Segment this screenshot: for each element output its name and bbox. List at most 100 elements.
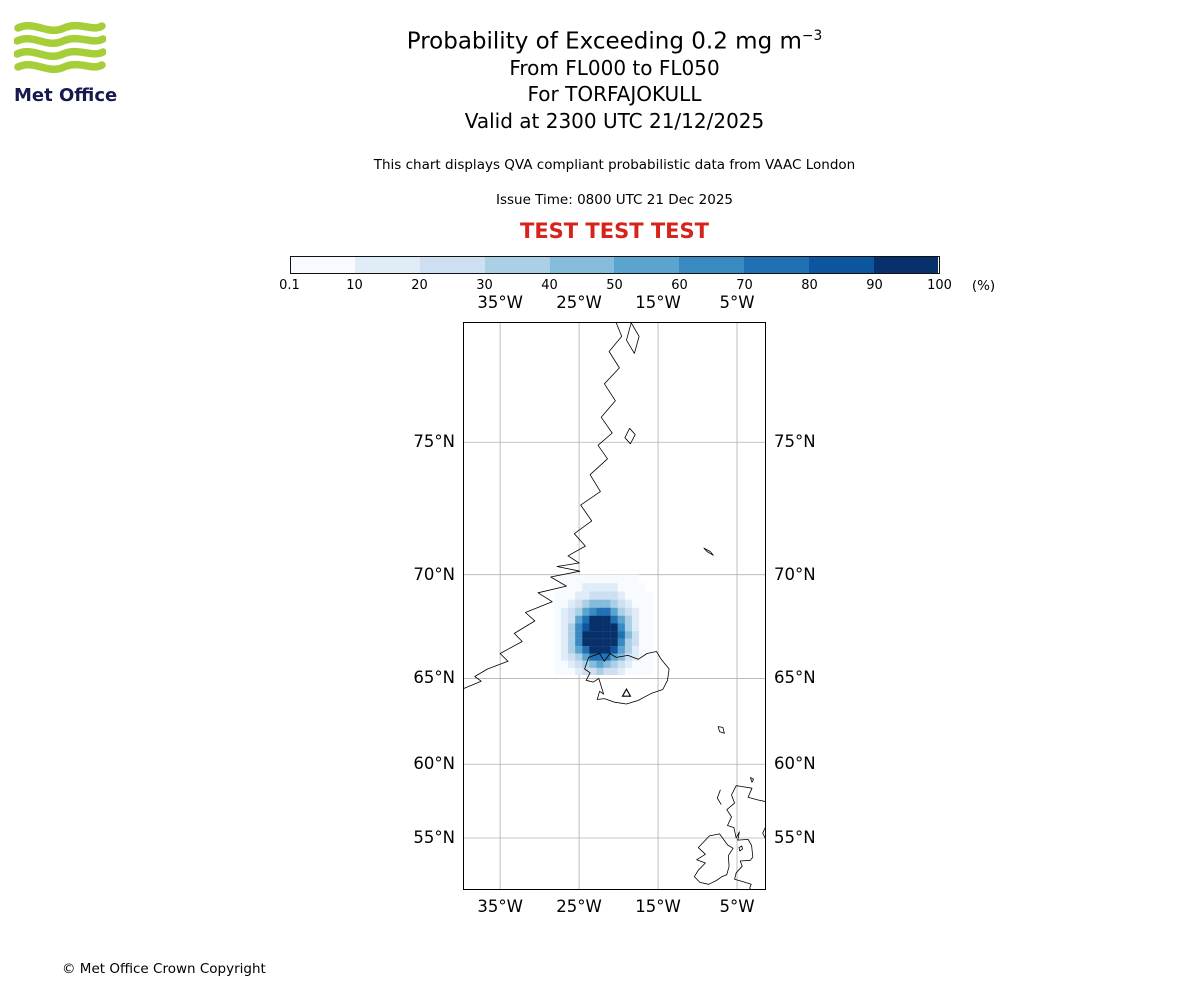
probability-cell	[617, 607, 626, 616]
probability-cell	[568, 660, 576, 668]
probability-cell	[639, 667, 647, 675]
lon-tick-top: 25°W	[556, 293, 602, 312]
coastline-iceland	[584, 651, 670, 705]
probability-cell	[639, 653, 647, 661]
lat-tick-right: 60°N	[774, 754, 816, 774]
colorbar-tick-label: 40	[541, 278, 558, 294]
probability-cell	[582, 599, 590, 608]
probability-cell	[596, 638, 604, 647]
probability-cell	[646, 660, 654, 668]
probability-cell	[560, 646, 569, 654]
probability-cell	[610, 653, 618, 661]
probability-cell	[646, 599, 654, 608]
probability-cell	[603, 660, 611, 668]
probability-cell	[603, 623, 611, 632]
probability-cell	[568, 653, 576, 661]
lon-tick-bottom: 25°W	[556, 897, 602, 916]
chart-description: This chart displays QVA compliant probab…	[373, 157, 856, 174]
probability-cell	[631, 660, 640, 668]
probability-cell	[596, 574, 604, 584]
probability-cell	[568, 599, 576, 608]
probability-cell	[560, 615, 569, 624]
coastline-outer-hebrides	[716, 789, 722, 805]
probability-cell	[610, 599, 618, 608]
probability-cell	[639, 638, 647, 647]
probability-cell	[603, 607, 611, 616]
lat-tick-right: 65°N	[774, 668, 816, 688]
copyright-notice: © Met Office Crown Copyright	[62, 961, 266, 977]
probability-cell	[639, 631, 647, 639]
probability-cell	[631, 607, 640, 616]
probability-cell	[610, 615, 618, 624]
graticule	[463, 322, 766, 890]
probability-cell	[582, 667, 590, 675]
probability-cell	[624, 623, 633, 632]
probability-cell	[575, 623, 583, 632]
probability-cell	[575, 653, 583, 661]
probability-cell	[603, 583, 611, 592]
probability-cell	[568, 583, 576, 592]
probability-cell	[603, 591, 611, 600]
probability-cell	[617, 631, 626, 639]
probability-cell	[639, 599, 647, 608]
test-banner: TEST TEST TEST	[520, 219, 709, 244]
lon-tick-bottom: 15°W	[635, 897, 681, 916]
probability-cell	[596, 660, 604, 668]
coastline-faroe-islands	[717, 726, 725, 734]
probability-cell	[575, 667, 583, 675]
lat-tick-left: 70°N	[413, 564, 455, 584]
probability-cell	[568, 667, 576, 675]
probability-cell	[582, 638, 590, 647]
lat-tick-right: 70°N	[774, 564, 816, 584]
colorbar-tick-row: (%) 0.1 10 20 30 40 50 60 70 80 90 100	[279, 278, 995, 296]
probability-cell	[646, 623, 654, 632]
probability-cell	[553, 623, 562, 632]
probability-cell	[617, 599, 626, 608]
probability-cell	[624, 615, 633, 624]
probability-cell	[639, 623, 647, 632]
probability-cell	[582, 631, 590, 639]
probability-cell	[568, 631, 576, 639]
colorbar-segment	[679, 257, 745, 274]
probability-cell	[553, 667, 562, 675]
probability-cell	[596, 599, 604, 608]
probability-cell	[639, 607, 647, 616]
probability-cell	[568, 623, 576, 632]
probability-cell	[631, 653, 640, 661]
colorbar-tick-label: 20	[411, 278, 428, 294]
probability-cell	[610, 574, 618, 584]
probability-cell	[624, 591, 633, 600]
probability-cell	[596, 615, 604, 624]
probability-cell	[624, 574, 633, 584]
colorbar-segment	[355, 257, 421, 274]
probability-cell	[575, 607, 583, 616]
probability-cell	[589, 591, 597, 600]
probability-cell	[553, 615, 562, 624]
probability-cell	[610, 583, 618, 592]
probability-cell	[589, 660, 597, 668]
lat-tick-left: 65°N	[413, 668, 455, 688]
probability-cell	[646, 653, 654, 661]
probability-cell	[589, 583, 597, 592]
probability-cell	[610, 638, 618, 647]
probability-cell	[610, 631, 618, 639]
probability-cell	[624, 631, 633, 639]
probability-cell	[596, 583, 604, 592]
probability-cell	[603, 638, 611, 647]
probability-cell	[610, 607, 618, 616]
colorbar-segment	[808, 257, 874, 274]
probability-cell	[624, 599, 633, 608]
probability-cell	[589, 638, 597, 647]
probability-cell	[596, 607, 604, 616]
colorbar-tick-label: 100	[927, 278, 952, 294]
probability-cell	[617, 646, 626, 654]
probability-cell	[575, 646, 583, 654]
probability-cell	[575, 583, 583, 592]
volcano-marker-icon	[621, 688, 632, 697]
probability-cell	[596, 646, 604, 654]
probability-cell	[589, 599, 597, 608]
colorbar-gradient	[289, 256, 940, 275]
probability-cell	[646, 615, 654, 624]
probability-cell	[575, 631, 583, 639]
lat-tick-left: 55°N	[413, 828, 455, 848]
